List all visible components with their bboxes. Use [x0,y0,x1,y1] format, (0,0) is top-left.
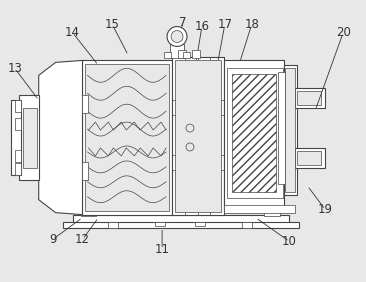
Bar [285,68,295,192]
Bar [15,100,21,112]
Text: 12: 12 [75,233,90,246]
Polygon shape [39,60,82,215]
Circle shape [167,27,187,47]
Bar [11,100,21,175]
Text: 10: 10 [282,235,297,248]
Bar [108,222,118,228]
Text: 18: 18 [244,18,259,31]
Bar [224,60,284,212]
Bar [295,148,325,168]
Bar [264,210,280,216]
Bar [172,58,224,215]
Bar [72,215,290,222]
Circle shape [186,124,194,132]
Bar [298,151,321,165]
Bar [155,222,165,226]
Bar [192,50,200,58]
Text: 7: 7 [179,16,187,29]
Bar [15,163,21,175]
Bar [224,205,295,213]
Bar [164,52,171,58]
Bar [277,72,285,184]
Circle shape [171,30,183,43]
Text: 20: 20 [336,26,351,39]
Bar [81,210,96,216]
Bar [15,150,21,162]
Bar [82,60,172,215]
Text: 16: 16 [194,20,209,33]
Bar [170,45,184,58]
Bar [284,65,298,195]
Bar [82,162,89,180]
Bar [298,91,321,105]
Bar [295,88,325,108]
Bar [227,68,283,198]
Bar [82,95,89,113]
Bar [178,50,186,58]
Bar [63,222,299,228]
Text: 11: 11 [154,243,169,256]
Text: 15: 15 [105,18,120,31]
Text: 14: 14 [65,26,80,39]
Bar [183,52,190,58]
Circle shape [186,143,194,151]
Text: 19: 19 [318,203,333,216]
Bar [56,56,324,215]
Text: 13: 13 [7,62,22,75]
Bar [175,60,221,212]
Bar [23,108,37,168]
Text: 17: 17 [217,18,232,31]
Bar [195,222,205,226]
Bar [15,118,21,130]
Bar [19,95,39,180]
Text: 9: 9 [49,233,56,246]
Bar [242,222,252,228]
Bar [86,64,169,211]
Bar [232,74,276,192]
